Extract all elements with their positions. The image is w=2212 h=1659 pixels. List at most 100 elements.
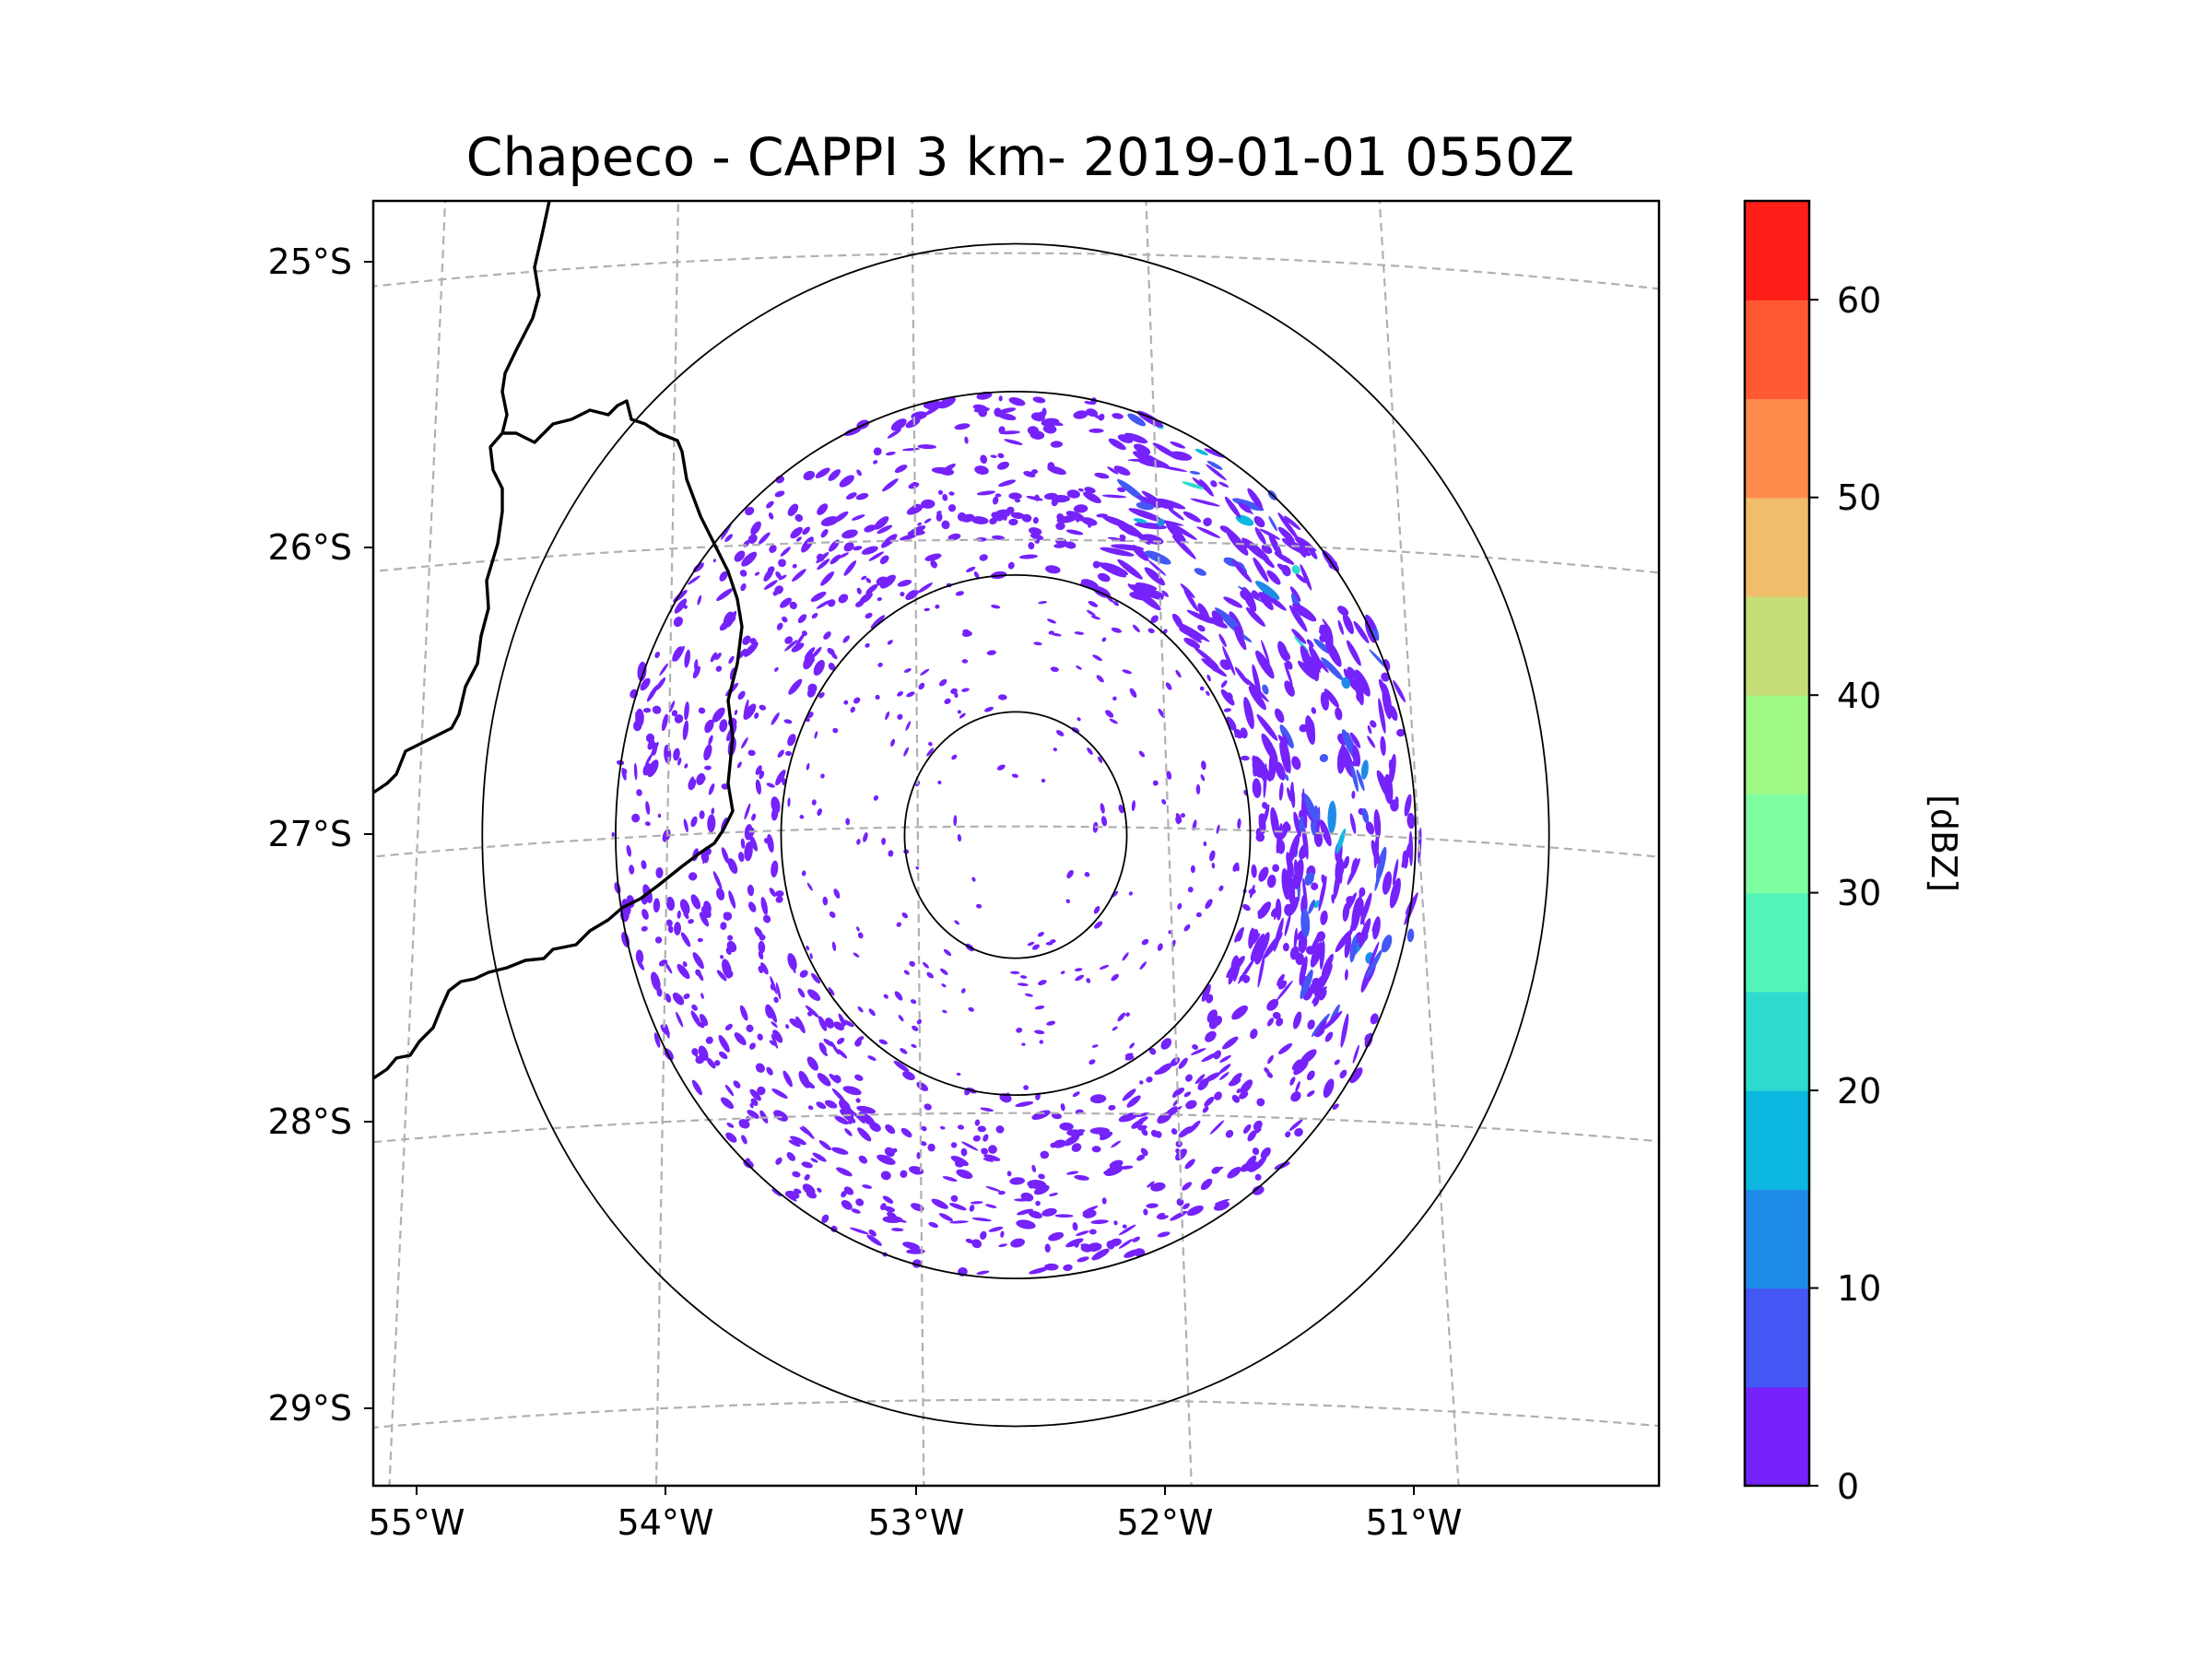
echo-cell <box>1337 606 1349 616</box>
echo-cell <box>744 641 759 657</box>
echo-cell <box>799 970 808 978</box>
echo-cell <box>1196 526 1221 538</box>
echo-cell <box>1071 1143 1082 1152</box>
echo-cell <box>1346 895 1355 905</box>
echo-cell <box>997 412 1017 421</box>
echo-cell <box>774 490 785 498</box>
gridline-lat <box>373 1398 1659 1430</box>
echo-cell <box>1156 518 1165 527</box>
echo-cell <box>1393 679 1406 703</box>
echo-cell <box>1132 624 1140 633</box>
echo-cell <box>644 821 651 827</box>
x-tick-label-54w: 54°W <box>618 1502 714 1543</box>
echo-cell <box>1220 688 1235 706</box>
echo-cell <box>816 600 831 609</box>
echo-cell <box>1313 830 1324 847</box>
echo-cell <box>1367 724 1372 735</box>
echo-cell <box>1304 872 1315 886</box>
echo-cell <box>971 877 976 882</box>
range-ring <box>903 711 1128 959</box>
echo-cell <box>1194 1074 1206 1085</box>
echo-cell <box>1259 528 1281 540</box>
echo-cell <box>708 735 713 746</box>
echo-cell <box>654 652 661 659</box>
echo-cell <box>1331 894 1335 904</box>
echo-cell <box>1021 513 1032 523</box>
echo-cell <box>857 1006 864 1013</box>
echo-cell <box>758 532 771 545</box>
echo-cell <box>1118 1224 1136 1236</box>
echo-cell <box>771 1189 782 1197</box>
echo-cell <box>831 941 837 952</box>
echo-cell <box>1077 717 1081 722</box>
echo-cell <box>1016 1219 1036 1230</box>
echo-cell <box>682 961 688 968</box>
echo-cell <box>1020 1192 1034 1202</box>
echo-cell <box>838 1013 846 1027</box>
echo-cell <box>1118 1239 1134 1249</box>
echo-cell <box>1302 802 1308 830</box>
echo-cell <box>989 517 997 525</box>
echo-cell <box>867 1055 877 1061</box>
country-border-west <box>373 201 551 794</box>
echo-cell <box>749 834 758 852</box>
colorbar-label: [dBZ] <box>1924 794 1964 892</box>
echo-cell <box>1091 1248 1110 1261</box>
echo-cell <box>846 492 857 500</box>
echo-cell <box>1295 929 1304 941</box>
echo-cell <box>1324 640 1342 667</box>
echo-cell <box>1237 928 1243 942</box>
echo-cell <box>1292 1011 1302 1030</box>
echo-cell <box>1147 589 1165 598</box>
echo-cell <box>725 1132 737 1143</box>
echo-cell <box>912 481 918 486</box>
echo-cell <box>820 571 834 586</box>
echo-cell <box>1021 1042 1026 1046</box>
echo-cell <box>1131 800 1135 812</box>
echo-cell <box>682 720 689 741</box>
echo-cell <box>1293 858 1304 889</box>
echo-cell <box>1131 1120 1144 1129</box>
colorbar-frame <box>1743 199 1811 1488</box>
echo-cell <box>1224 496 1241 519</box>
echo-cell <box>811 646 822 658</box>
echo-cell <box>843 560 857 576</box>
echo-cell <box>777 749 784 759</box>
echo-cell <box>706 1057 716 1069</box>
echo-cell <box>885 1124 896 1135</box>
echo-cell <box>1047 618 1056 624</box>
colorbar-ticks <box>1809 299 1818 1487</box>
echo-cell <box>1266 1072 1273 1078</box>
echo-cell <box>843 1186 854 1195</box>
echo-cell <box>1251 864 1257 878</box>
echo-cell <box>950 1194 959 1203</box>
echo-cell <box>1389 877 1401 909</box>
echo-cell <box>1083 491 1101 503</box>
echo-cell <box>1299 956 1308 986</box>
echo-cell <box>785 1024 790 1030</box>
echo-cell <box>842 635 850 643</box>
echo-cell <box>949 1220 969 1224</box>
echo-cell <box>801 630 807 637</box>
echo-cell <box>947 533 961 541</box>
echo-cell <box>1143 1208 1148 1216</box>
echo-cell <box>1248 888 1256 895</box>
echo-cell <box>912 1025 919 1031</box>
echo-cell <box>890 738 896 747</box>
echo-cell <box>1313 638 1332 654</box>
colorbar-segment <box>1745 300 1809 400</box>
echo-cell <box>1199 686 1205 691</box>
echo-cell <box>790 1135 806 1146</box>
echo-cell <box>771 1021 778 1028</box>
echo-cell <box>877 662 883 667</box>
echo-cell <box>902 1241 921 1250</box>
echo-cell <box>1125 1012 1131 1017</box>
echo-cell <box>1349 935 1358 963</box>
echo-cell <box>1055 522 1065 531</box>
range-ring <box>780 573 1252 1097</box>
echo-cell <box>651 971 661 992</box>
echo-cell <box>1059 1122 1074 1131</box>
echo-cell <box>1206 659 1217 672</box>
echo-cell <box>1346 640 1361 666</box>
echo-cell <box>885 451 896 456</box>
